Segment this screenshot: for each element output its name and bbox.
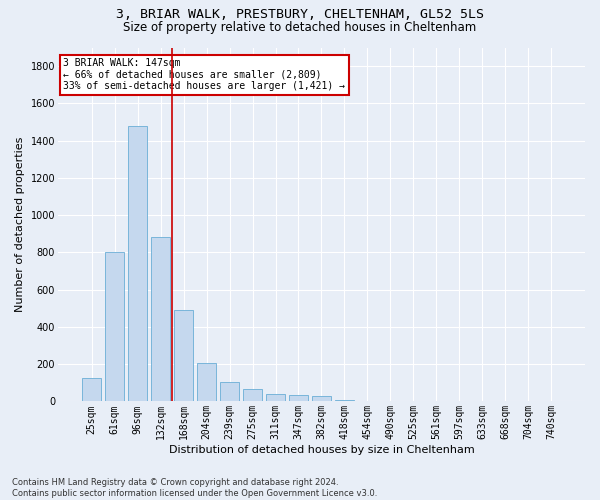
Y-axis label: Number of detached properties: Number of detached properties <box>15 137 25 312</box>
Bar <box>243 390 262 402</box>
Bar <box>197 363 217 402</box>
Bar <box>312 396 331 402</box>
Bar <box>174 310 193 402</box>
Bar <box>335 400 354 402</box>
Bar <box>105 252 124 402</box>
Bar <box>82 378 101 402</box>
Bar <box>289 396 308 402</box>
Text: 3, BRIAR WALK, PRESTBURY, CHELTENHAM, GL52 5LS: 3, BRIAR WALK, PRESTBURY, CHELTENHAM, GL… <box>116 8 484 20</box>
Text: 3 BRIAR WALK: 147sqm
← 66% of detached houses are smaller (2,809)
33% of semi-de: 3 BRIAR WALK: 147sqm ← 66% of detached h… <box>63 58 345 92</box>
Bar <box>151 238 170 402</box>
Bar <box>220 382 239 402</box>
Bar <box>128 126 148 402</box>
Text: Contains HM Land Registry data © Crown copyright and database right 2024.
Contai: Contains HM Land Registry data © Crown c… <box>12 478 377 498</box>
Text: Size of property relative to detached houses in Cheltenham: Size of property relative to detached ho… <box>124 21 476 34</box>
Bar <box>266 394 285 402</box>
X-axis label: Distribution of detached houses by size in Cheltenham: Distribution of detached houses by size … <box>169 445 475 455</box>
